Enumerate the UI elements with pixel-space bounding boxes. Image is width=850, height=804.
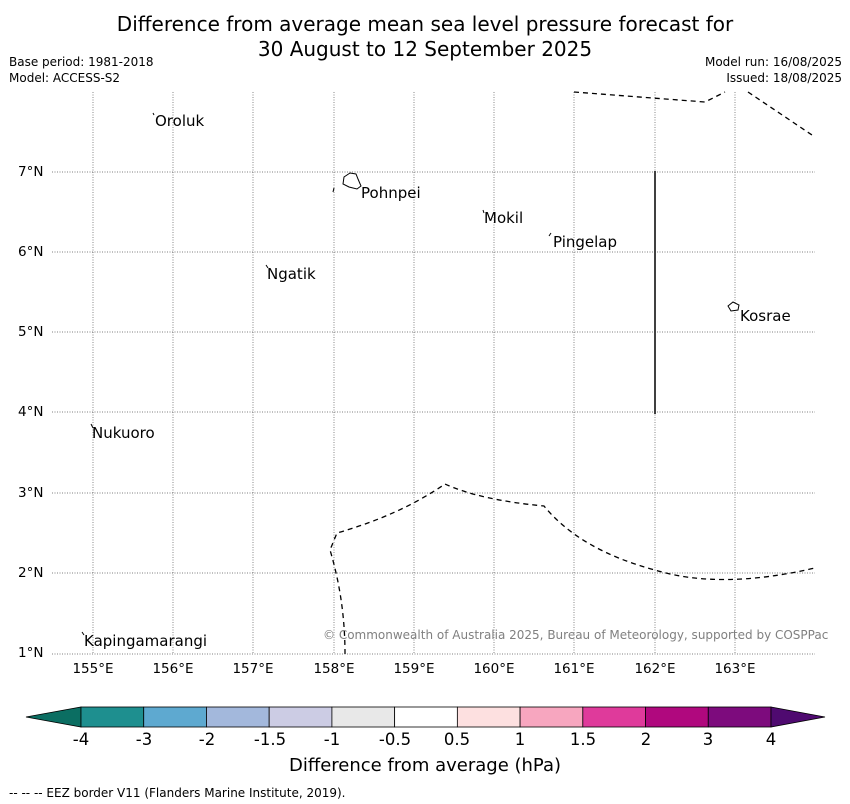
ant-atoll (332, 187, 335, 193)
lat-label: 1°N (18, 645, 44, 661)
colorbar-tick: -4 (72, 730, 90, 749)
colorbar (25, 706, 826, 728)
colorbar-tick: -0.5 (378, 730, 412, 749)
colorbar-segments (80, 706, 772, 728)
colorbar-segment (206, 706, 270, 728)
copyright-notice: © Commonwealth of Australia 2025, Bureau… (323, 628, 829, 642)
place-label-pingelap: Pingelap (553, 233, 618, 251)
place-label-ngatik: Ngatik (267, 265, 316, 283)
colorbar-segment (707, 706, 772, 728)
place-label-pohnpei: Pohnpei (361, 184, 421, 202)
eez-border-northeast (747, 91, 813, 136)
title-line-1: Difference from average mean sea level p… (116, 12, 734, 36)
colorbar-tick: -2 (198, 730, 216, 749)
place-label-oroluk: Oroluk (155, 112, 205, 130)
lon-label: 156°E (152, 661, 194, 677)
colorbar-tick: 0.5 (443, 730, 471, 749)
colorbar-segment (268, 706, 333, 728)
place-label-kapingamarangi: Kapingamarangi (84, 632, 208, 650)
colorbar-segment (519, 706, 584, 728)
lon-label: 162°E (634, 661, 676, 677)
colorbar-segment (394, 706, 458, 728)
colorbar-under-triangle (25, 706, 82, 728)
lon-label: 157°E (232, 661, 274, 677)
nukuoro-atoll (90, 423, 94, 429)
place-label-mokil: Mokil (484, 209, 524, 227)
meta-right: Model run: 16/08/2025 Issued: 18/08/2025 (705, 54, 842, 86)
footer-legend: -- -- -- EEZ border V11 (Flanders Marine… (9, 786, 346, 800)
issued-text: Issued: 18/08/2025 (726, 71, 842, 85)
base-period-text: Base period: 1981-2018 (9, 55, 154, 69)
title-line-2: 30 August to 12 September 2025 (257, 37, 593, 61)
ngatik-atoll (265, 264, 269, 269)
colorbar-tick: -1.5 (253, 730, 287, 749)
lon-label: 163°E (714, 661, 756, 677)
lon-label: 158°E (313, 661, 355, 677)
pingelap-atoll (548, 232, 552, 237)
colorbar-tick: -1 (323, 730, 341, 749)
pohnpei-island (342, 172, 362, 190)
eez-border-north (573, 91, 726, 103)
kosrae-island (727, 301, 740, 312)
model-run-text: Model run: 16/08/2025 (704, 55, 842, 69)
lat-label: 5°N (18, 324, 44, 340)
model-text: Model: ACCESS-S2 (9, 71, 121, 85)
colorbar-segment (80, 706, 145, 728)
eez-border-south (329, 483, 816, 655)
oroluk-atoll (152, 112, 155, 116)
colorbar-segment (143, 706, 207, 728)
colorbar-segment (645, 706, 709, 728)
lat-label: 4°N (18, 404, 44, 420)
place-label-nukuoro: Nukuoro (92, 424, 155, 442)
kapingamarangi-atoll (81, 631, 85, 636)
colorbar-tick: 1.5 (569, 730, 597, 749)
colorbar-tick: 2 (640, 730, 652, 749)
colorbar-tick: 4 (765, 730, 777, 749)
colorbar-tick: 1 (514, 730, 526, 749)
colorbar-over-triangle (770, 706, 826, 728)
lon-label: 155°E (72, 661, 114, 677)
lat-label: 3°N (18, 485, 44, 501)
colorbar-label: Difference from average (hPa) (288, 755, 562, 776)
mokil-atoll (482, 209, 485, 214)
eez-borders (329, 91, 816, 655)
place-label-kosrae: Kosrae (740, 307, 791, 325)
lat-label: 7°N (18, 164, 44, 180)
lat-label: 2°N (18, 565, 44, 581)
map-title: Difference from average mean sea level p… (0, 12, 850, 62)
lon-label: 161°E (553, 661, 595, 677)
gridlines (52, 92, 815, 655)
colorbar-segment (456, 706, 521, 728)
colorbar-segment (331, 706, 396, 728)
islands (81, 112, 740, 636)
meta-left: Base period: 1981-2018 Model: ACCESS-S2 (9, 54, 154, 86)
lon-label: 160°E (473, 661, 515, 677)
lon-label: 159°E (393, 661, 435, 677)
colorbar-segment (582, 706, 646, 728)
lat-label: 6°N (18, 244, 44, 260)
colorbar-tick: 3 (702, 730, 714, 749)
colorbar-tick: -3 (135, 730, 153, 749)
